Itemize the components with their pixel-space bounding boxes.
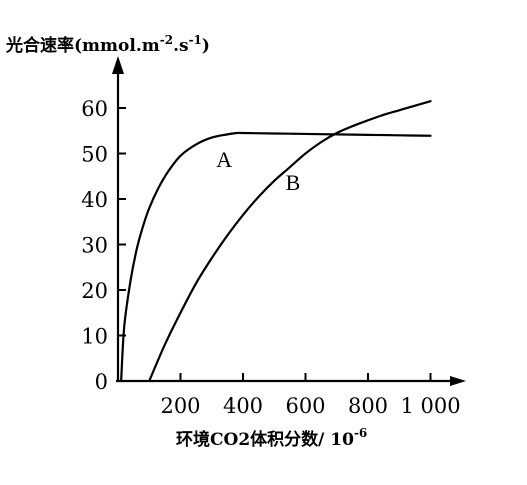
curve-label-A: A <box>216 147 232 172</box>
y-tick-label: 40 <box>81 188 108 212</box>
series-layer <box>120 100 432 383</box>
ticks: 0 10 20 30 40 50 60 200 400 600 800 1 000 <box>81 97 460 418</box>
y-tick-label: 60 <box>81 97 108 121</box>
series-B-line <box>148 100 432 383</box>
x-tick-label: 1 000 <box>400 394 460 418</box>
labels-layer: AB <box>216 147 300 195</box>
x-tick-label: 600 <box>285 394 325 418</box>
x-tick-label: 400 <box>223 394 263 418</box>
y-axis-label: 光合速率(mmol.m-2.s-1) <box>5 33 210 56</box>
y-axis-arrow <box>112 56 124 74</box>
curve-label-B: B <box>286 170 301 195</box>
series-A-line <box>120 131 432 383</box>
y-tick-label: 30 <box>81 234 108 258</box>
axes <box>112 56 466 386</box>
y-tick-label: 20 <box>81 279 108 303</box>
x-axis-label: 环境CO2体积分数/ 10-6 <box>176 426 367 450</box>
x-tick-label: 800 <box>348 394 388 418</box>
x-axis-arrow <box>450 376 466 386</box>
x-tick-label: 200 <box>160 394 200 418</box>
y-tick-label: 10 <box>81 325 108 349</box>
y-tick-label: 50 <box>81 143 108 167</box>
y-tick-label: 0 <box>95 370 108 394</box>
